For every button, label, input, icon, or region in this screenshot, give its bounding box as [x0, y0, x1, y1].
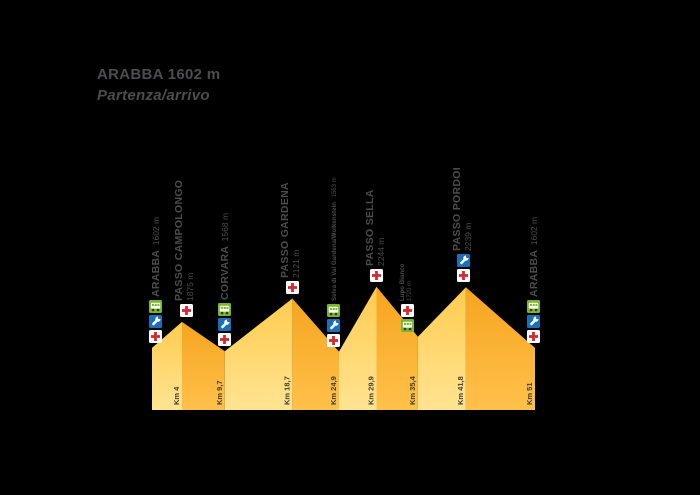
place-altitude: 2121 m: [291, 249, 302, 278]
race-title: ARABBA 1602 m Partenza/arrivo: [97, 66, 220, 104]
profile-segment: [417, 287, 466, 410]
place-altitude: 2244 m: [375, 237, 386, 266]
first-aid-cross-icon: [370, 268, 383, 282]
first-aid-cross-icon: [285, 280, 299, 294]
title-subtitle: Partenza/arrivo: [97, 87, 210, 104]
place-name: Selva di Val Gardena/Wolkenstein: [331, 201, 338, 301]
first-aid-cross-icon: [218, 333, 232, 347]
profile-segment: [339, 286, 377, 410]
place-name: CORVARA: [219, 245, 232, 301]
shuttle-bus-icon: [218, 303, 232, 317]
place-altitude: 1720 m: [406, 280, 413, 301]
place-altitude: 1602 m: [528, 216, 539, 246]
km-marker: Km 9,7: [215, 380, 224, 405]
first-aid-cross-icon: [401, 303, 415, 317]
place-label: Lupo Bianco 1720 m: [400, 263, 413, 300]
mechanic-wrench-icon: [326, 318, 340, 332]
mechanic-wrench-icon: [457, 254, 471, 268]
profile-segment: [465, 287, 535, 410]
place-altitude: 1875 m: [185, 272, 195, 301]
shuttle-bus-icon: [148, 299, 162, 313]
shuttle-bus-icon: [401, 318, 415, 332]
title-altitude: 1602 m: [167, 66, 221, 83]
profile-segment: [224, 298, 293, 410]
shuttle-bus-icon: [526, 299, 540, 313]
title-location: ARABBA: [97, 66, 164, 83]
title-line: ARABBA 1602 m: [97, 66, 220, 83]
place-label: CORVARA 1568 m: [218, 213, 231, 300]
place-altitude: 1568 m: [220, 213, 231, 242]
profile-segment: [376, 286, 418, 410]
mechanic-wrench-icon: [218, 318, 232, 332]
shuttle-bus-icon: [326, 303, 340, 317]
mechanic-wrench-icon: [526, 314, 540, 328]
place-label: PASSO CAMPOLONGO 1875 m: [173, 179, 196, 301]
profile-segment: [152, 321, 182, 410]
place-altitude: 1563 m: [331, 176, 338, 197]
place-label: ARABBA 1602 m: [149, 217, 162, 297]
place-name: Lupo Bianco: [400, 263, 407, 301]
place-name: PASSO SELLA: [363, 189, 376, 266]
place-altitude: 1602 m: [150, 216, 161, 246]
first-aid-cross-icon: [326, 333, 340, 347]
km-marker: Km 29,9: [367, 376, 376, 405]
place-label: Selva di Val Gardena/Wolkenstein 1563 m: [329, 177, 339, 301]
km-marker: Km 51: [525, 382, 534, 405]
place-name: PASSO GARDENA: [279, 181, 292, 278]
km-marker: Km 41,8: [456, 376, 465, 405]
place-name: PASSO CAMPOLONGO: [173, 179, 185, 301]
mechanic-wrench-icon: [148, 314, 162, 328]
km-marker: Km 4: [172, 386, 181, 405]
km-marker: Km 24,9: [329, 376, 338, 405]
place-label: PASSO PORDOI 2239 m: [450, 167, 474, 252]
place-name: ARABBA: [527, 249, 540, 297]
first-aid-cross-icon: [148, 329, 162, 343]
place-altitude: 2239 m: [462, 222, 473, 252]
place-name: ARABBA: [149, 249, 162, 297]
profile-segment: [292, 298, 339, 410]
place-name: PASSO PORDOI: [450, 167, 463, 252]
place-label: ARABBA 1602 m: [527, 217, 540, 297]
first-aid-cross-icon: [179, 303, 193, 317]
place-label: PASSO GARDENA 2121 m: [279, 181, 302, 278]
profile-segment: [182, 321, 225, 410]
km-marker: Km 35,4: [408, 375, 417, 405]
place-label: PASSO SELLA 2244 m: [363, 189, 387, 266]
first-aid-cross-icon: [526, 329, 540, 343]
first-aid-cross-icon: [457, 269, 471, 283]
km-marker: Km 18,7: [282, 376, 291, 405]
